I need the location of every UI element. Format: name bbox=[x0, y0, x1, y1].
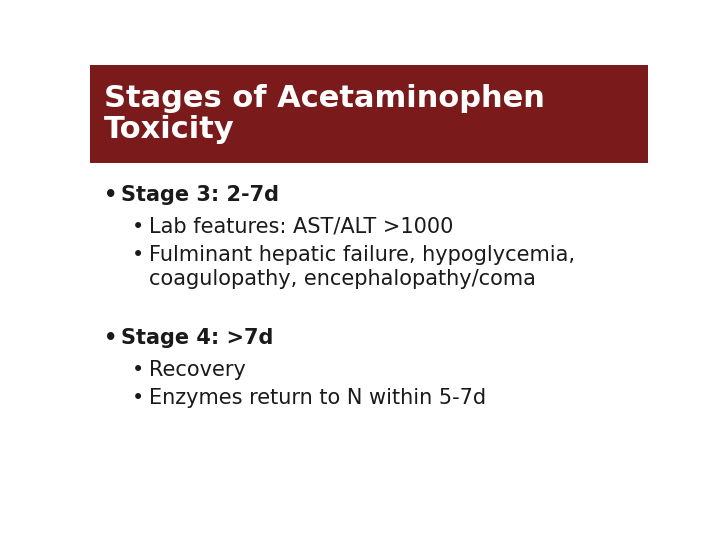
Text: Stage 4: >7d: Stage 4: >7d bbox=[121, 328, 273, 348]
Text: •: • bbox=[132, 360, 144, 380]
Text: Stage 3: 2-7d: Stage 3: 2-7d bbox=[121, 185, 279, 205]
Text: Enzymes return to N within 5-7d: Enzymes return to N within 5-7d bbox=[148, 388, 486, 408]
Text: •: • bbox=[132, 245, 144, 265]
Text: •: • bbox=[104, 328, 117, 348]
Text: Recovery: Recovery bbox=[148, 360, 246, 380]
FancyBboxPatch shape bbox=[90, 65, 648, 163]
Text: Lab features: AST/ALT >1000: Lab features: AST/ALT >1000 bbox=[148, 217, 453, 237]
Text: •: • bbox=[104, 185, 117, 205]
Text: •: • bbox=[132, 217, 144, 237]
Text: Stages of Acetaminophen
Toxicity: Stages of Acetaminophen Toxicity bbox=[104, 84, 545, 144]
Text: •: • bbox=[132, 388, 144, 408]
Text: Fulminant hepatic failure, hypoglycemia,
coagulopathy, encephalopathy/coma: Fulminant hepatic failure, hypoglycemia,… bbox=[148, 245, 575, 289]
